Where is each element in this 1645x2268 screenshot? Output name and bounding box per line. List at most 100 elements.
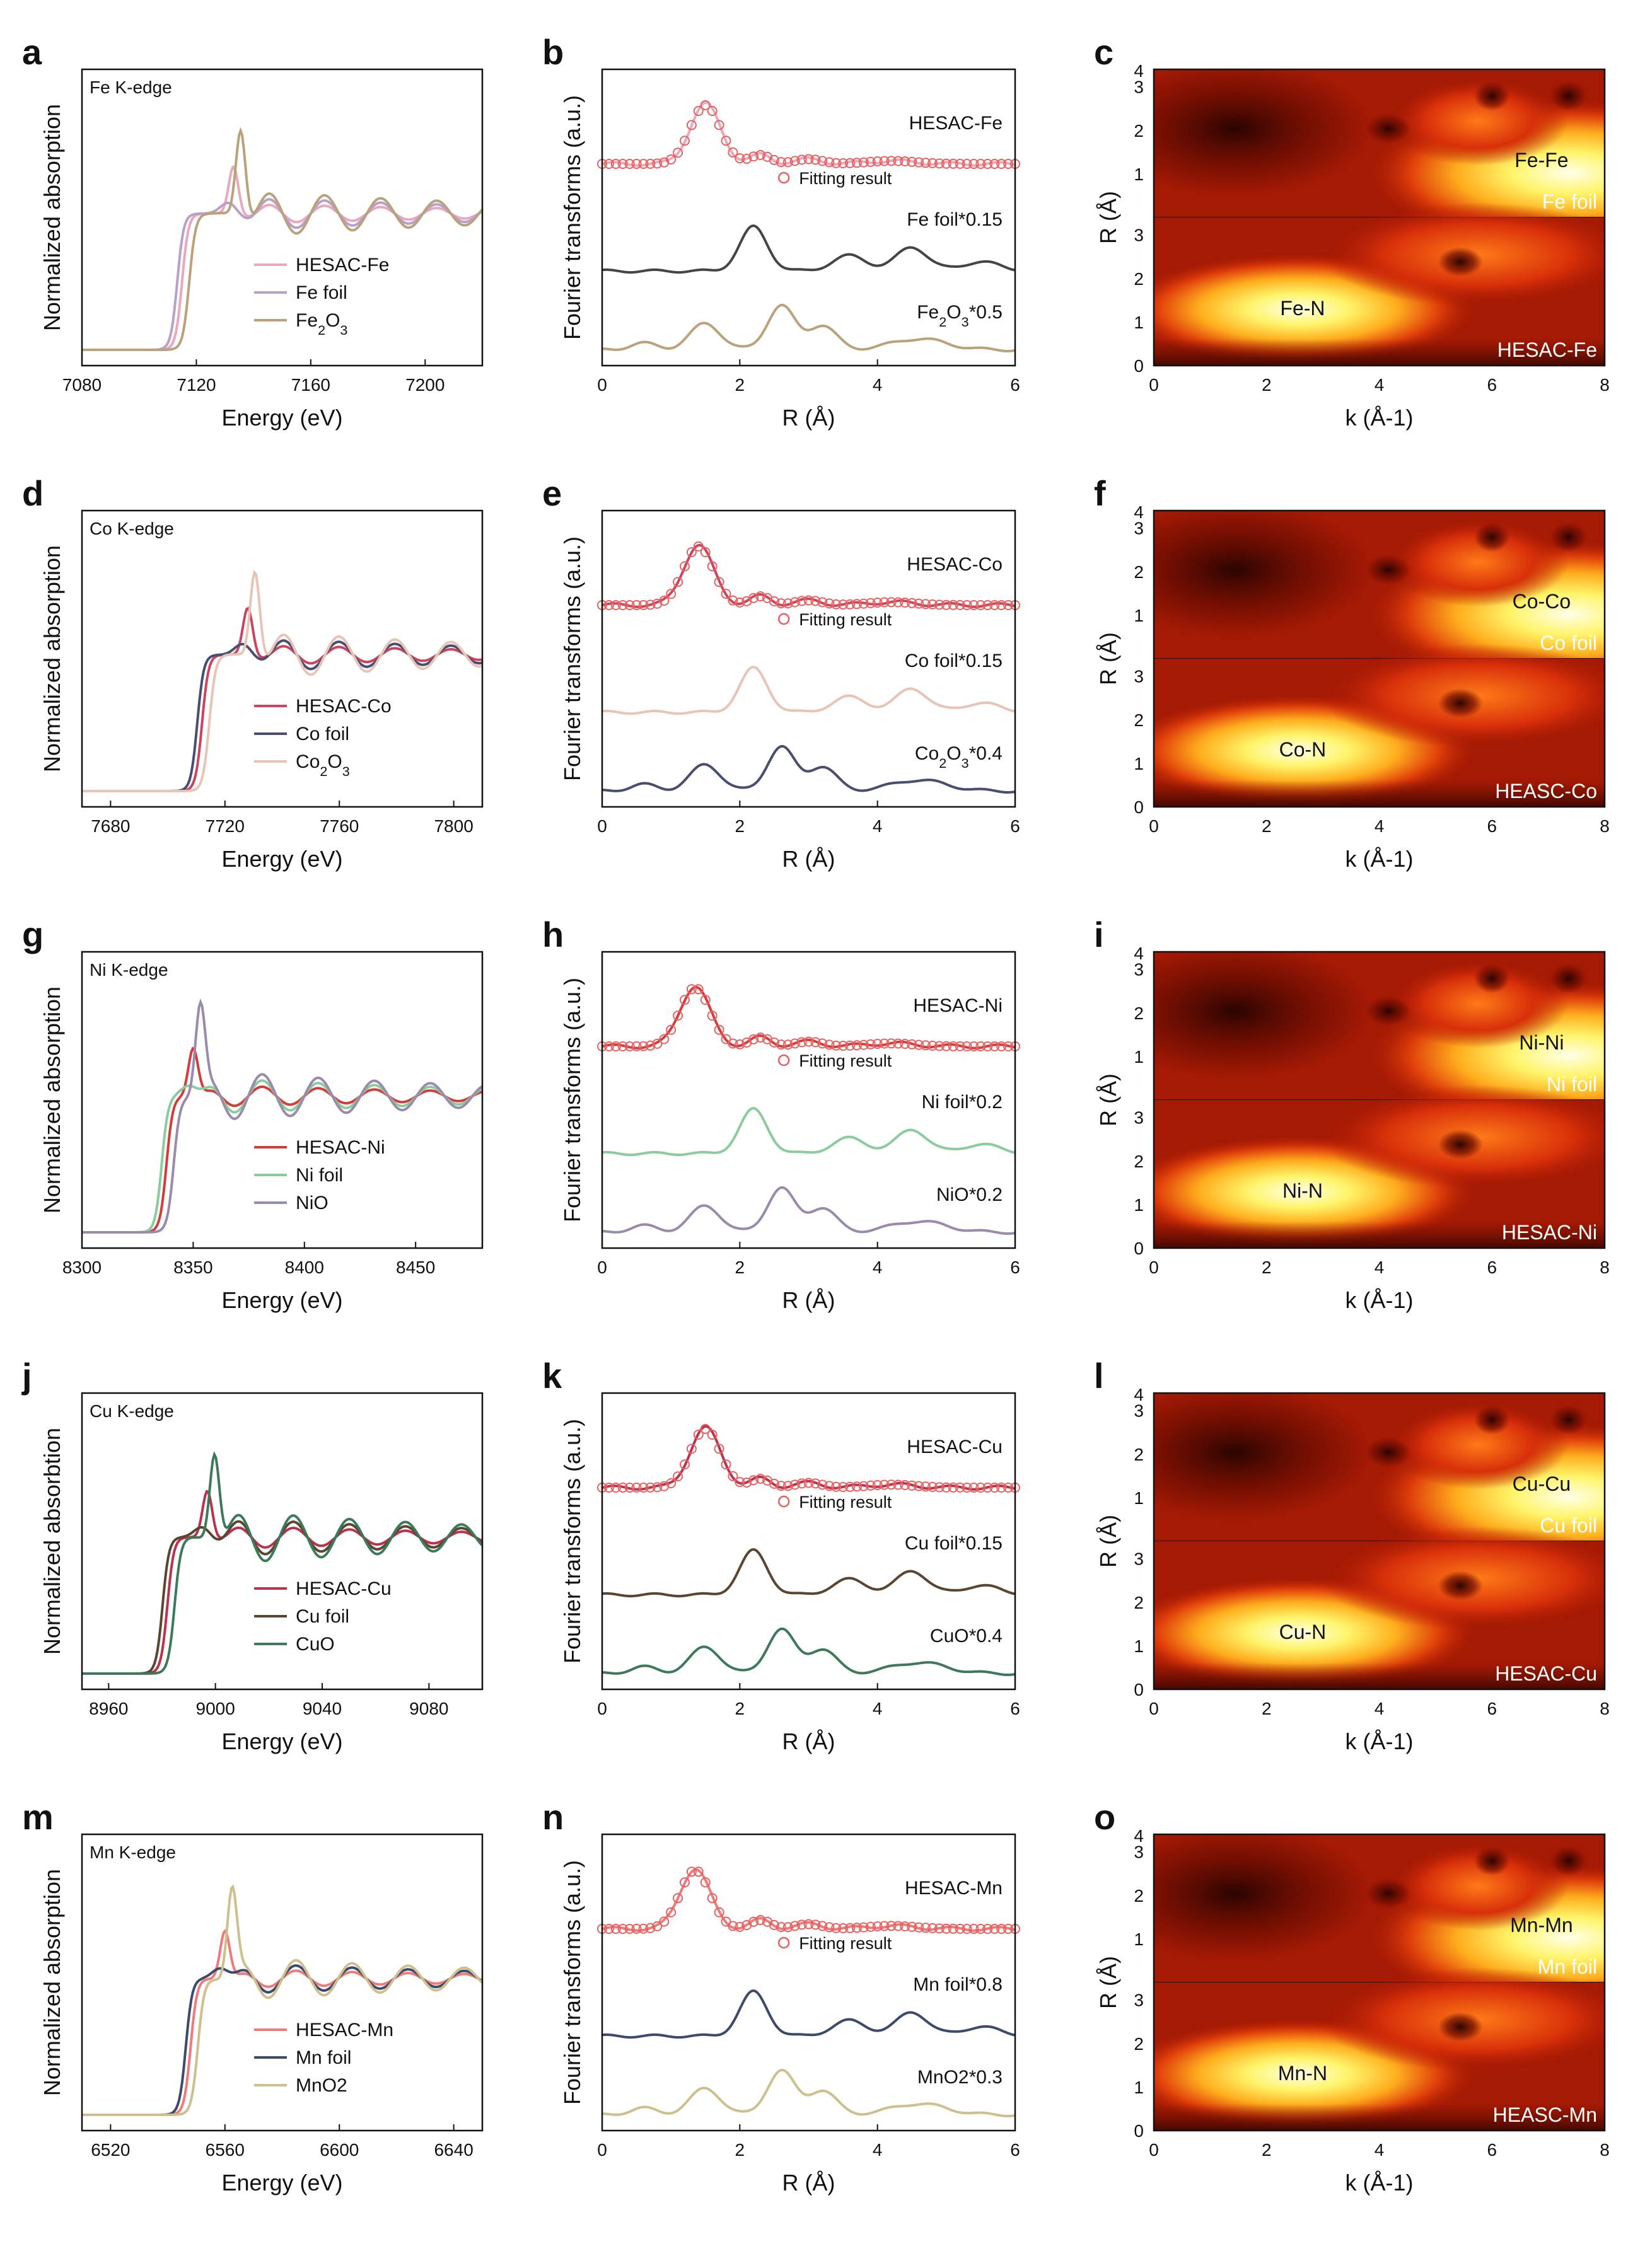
y-tick-label-l: 0 [1134,1680,1144,1699]
y-tick-label-o: 3 [1134,1991,1144,2010]
x-axis-label-e: R (Å) [782,846,835,872]
y-axis-label-k: Fourier transforms (a.u.) [559,1419,585,1663]
spectrum-line-j-1 [82,1522,482,1674]
legend-label-m-0: HESAC-Mn [296,2020,393,2040]
x-tick-label-b: 6 [1010,375,1020,395]
x-tick-label-o: 0 [1149,2140,1159,2160]
panel-b: bR (Å)Fourier transforms (a.u.)0 2 4 6HESAC… [542,32,1020,431]
sample-map-node [1438,1571,1483,1600]
y-tick-label-c: 2 [1134,269,1144,289]
foil-map-node [1366,997,1411,1026]
panel-letter-c: c [1094,32,1113,72]
x-tick-label-b: 2 [735,375,745,395]
foil-map-node [1366,114,1411,144]
edge-label-a: Fe K-edge [90,78,172,97]
x-tick-label-i: 8 [1600,1258,1610,1277]
x-tick-label-o: 8 [1600,2140,1610,2160]
foil-map-node [1366,1879,1411,1909]
x-tick-label-j: 8960 [89,1699,128,1718]
x-axis-label-i: k (Å-1) [1346,1287,1414,1313]
sample-map-label-l: HESAC-Cu [1495,1662,1597,1685]
y-axis-label-m: Normalized absorption [39,1869,65,2096]
y-tick-label-c: 3 [1134,226,1144,245]
x-axis-label-m: Energy (eV) [221,2170,342,2196]
y-tick-label-i: 2 [1134,1152,1144,1171]
y-tick-label-i: 0 [1134,1239,1144,1258]
panel-letter-k: k [542,1356,562,1396]
foil-map-node [1366,1438,1411,1467]
panel-l: lk (Å-1)R (Å)0 2 4 6 843213210Cu-CuCu foilCu… [1094,1356,1645,1754]
ref2-label-k: CuO*0.4 [930,1626,1003,1646]
panel-e: eR (Å)Fourier transforms (a.u.)0 2 4 6HESAC… [542,473,1020,872]
y-tick-label-l: 1 [1134,1636,1144,1656]
y-axis-label-e: Fourier transforms (a.u.) [559,536,585,781]
y-tick-label-f: 2 [1134,710,1144,730]
sample-label-h: HESAC-Ni [913,995,1003,1016]
x-tick-label-n: 4 [873,2140,883,2160]
x-tick-label-l: 2 [1262,1699,1272,1718]
heatmap-o [1100,1827,1645,2131]
spectrum-line-a-2 [82,131,482,350]
y-axis-label-f: R (Å) [1095,632,1121,685]
y-tick-label-c: 2 [1134,121,1144,141]
x-tick-label-l: 6 [1487,1699,1497,1718]
spectrum-line-j-2 [82,1455,482,1674]
x-tick-label-m: 6600 [320,2140,359,2160]
spectrum-line-m-0 [82,1931,482,2115]
fit-legend-label-k: Fitting result [799,1493,892,1512]
spectrum-line-a-0 [82,167,482,350]
x-tick-label-m: 6520 [91,2140,130,2160]
y-tick-label-c: 1 [1134,165,1144,184]
heatmap-l [1100,1386,1645,1689]
legend-label-j-2: CuO [296,1634,335,1655]
y-tick-label-l: 2 [1134,1593,1144,1612]
x-axis-label-g: Energy (eV) [221,1287,342,1313]
sample-label-k: HESAC-Cu [907,1437,1003,1457]
y-tick-label-l: 3 [1134,1549,1144,1569]
x-tick-label-e: 2 [735,816,745,836]
x-tick-label-k: 4 [873,1699,883,1718]
x-tick-label-a: 7200 [405,375,445,395]
spectrum-line-d-2 [82,572,482,791]
foil-map-node [1550,1846,1586,1876]
y-tick-label-o: 0 [1134,2121,1144,2141]
x-tick-label-h: 0 [597,1258,607,1277]
y-tick-label-l: 2 [1134,1445,1144,1464]
x-tick-label-c: 2 [1262,375,1272,395]
y-axis-label-l: R (Å) [1095,1515,1121,1568]
x-tick-label-i: 4 [1375,1258,1385,1277]
x-tick-label-o: 4 [1375,2140,1385,2160]
x-tick-label-k: 6 [1010,1699,1020,1718]
ref2-label-n: MnO2*0.3 [917,2067,1003,2088]
legend-label-d-0: HESAC-Co [296,696,392,717]
x-tick-label-f: 0 [1149,816,1159,836]
ft-line-k-1 [602,1549,1015,1596]
foil-map-node [1550,81,1586,111]
ref1-label-n: Mn foil*0.8 [913,1974,1003,1995]
y-tick-label-c: 1 [1134,313,1144,332]
x-tick-label-b: 4 [873,375,883,395]
x-axis-label-j: Energy (eV) [221,1728,342,1754]
y-tick-label-c: 0 [1134,356,1144,376]
spectrum-line-m-1 [82,1965,482,2115]
legend-label-m-1: Mn foil [296,2047,351,2068]
x-axis-label-n: R (Å) [782,2170,835,2196]
foil-path-label-l: Cu-Cu [1513,1472,1571,1495]
x-tick-label-f: 6 [1487,816,1497,836]
spectrum-line-a-1 [82,199,482,350]
x-tick-label-l: 8 [1600,1699,1610,1718]
x-tick-label-a: 7080 [62,375,102,395]
y-tick-label-f: 2 [1134,562,1144,582]
fit-legend-label-h: Fitting result [799,1051,892,1070]
y-axis-label-a: Normalized absorption [39,104,65,331]
legend-label-a-1: Fe foil [296,282,347,303]
x-tick-label-j: 9080 [409,1699,448,1718]
fit-legend-marker-e [779,614,789,624]
x-tick-label-k: 2 [735,1699,745,1718]
foil-map-label-l: Cu foil [1540,1514,1597,1537]
sample-map-label-c: HESAC-Fe [1497,338,1597,361]
x-tick-label-c: 6 [1487,375,1497,395]
foil-map-node [1550,964,1586,993]
x-tick-label-d: 7800 [434,816,473,836]
